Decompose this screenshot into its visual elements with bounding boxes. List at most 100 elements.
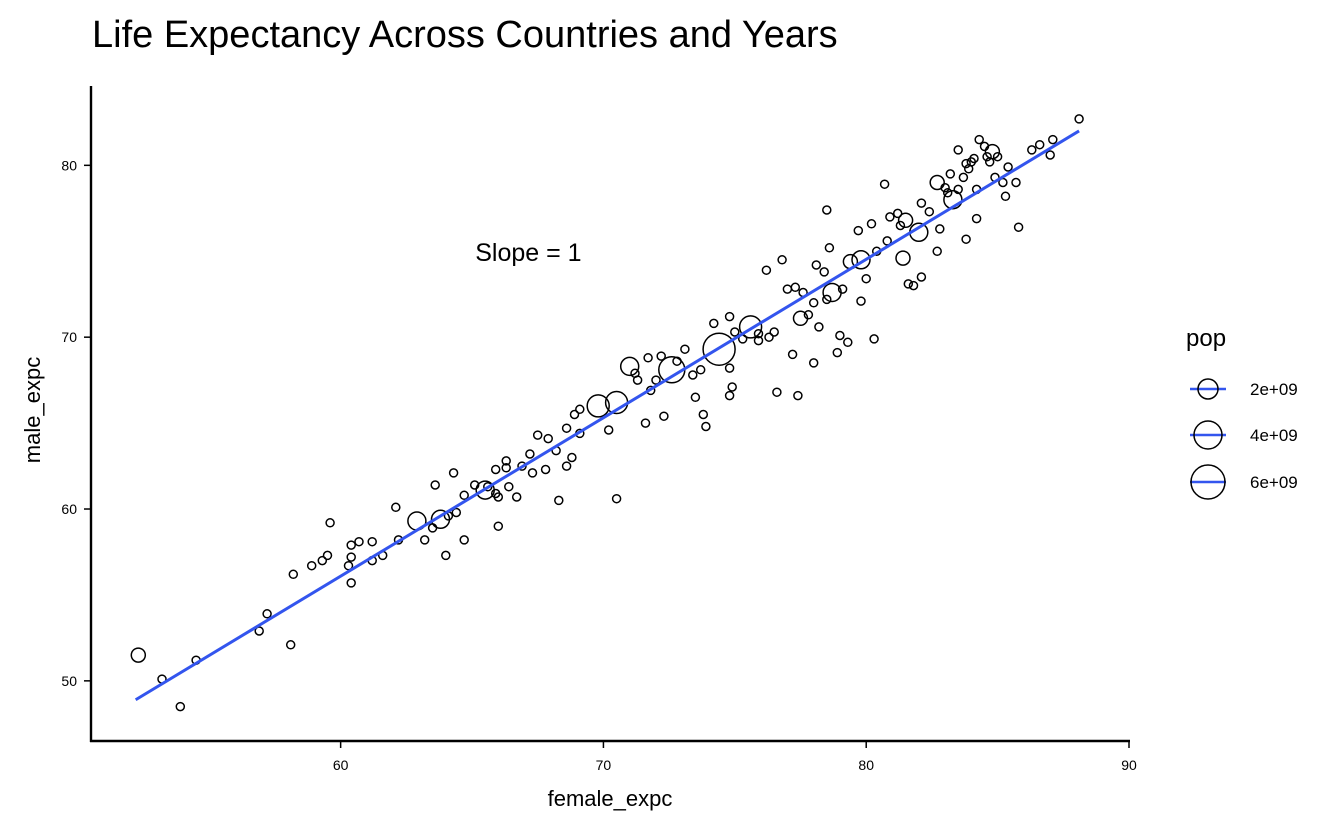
data-point — [1003, 162, 1013, 172]
data-point — [367, 536, 377, 547]
chart-title: Life Expectancy Across Countries and Yea… — [92, 14, 838, 56]
data-point — [793, 390, 803, 401]
data-point — [777, 255, 787, 265]
legend-key-circle — [1197, 378, 1219, 400]
data-point — [511, 492, 522, 502]
data-point — [459, 490, 469, 501]
data-point — [753, 328, 764, 339]
data-point — [940, 182, 950, 193]
data-point — [787, 349, 798, 360]
data-point — [702, 332, 736, 366]
data-point — [306, 560, 317, 571]
y-axis-title: male_expc — [20, 357, 45, 463]
y-ticks: 50 60 70 80 — [61, 157, 91, 689]
x-tick-label: 70 — [596, 757, 612, 773]
data-point — [924, 206, 935, 217]
data-point — [567, 452, 577, 463]
x-tick-label: 80 — [858, 757, 874, 773]
legend-label: 4e+09 — [1250, 426, 1298, 445]
data-point — [974, 134, 984, 145]
data-point — [1034, 139, 1045, 150]
data-point — [730, 327, 740, 337]
data-point — [982, 151, 992, 162]
data-point — [651, 375, 661, 385]
data-point — [969, 153, 979, 164]
data-point — [391, 502, 401, 513]
data-point — [738, 315, 763, 339]
data-point — [672, 356, 682, 366]
data-point — [695, 365, 706, 375]
data-point — [916, 272, 927, 282]
legend-title: pop — [1186, 325, 1226, 352]
data-point — [992, 151, 1003, 162]
data-point — [822, 294, 832, 305]
data-point — [504, 481, 514, 492]
data-point — [851, 250, 871, 270]
data-point — [262, 609, 272, 619]
data-point — [822, 282, 842, 303]
data-point — [916, 198, 927, 208]
data-point — [772, 387, 782, 397]
data-point — [897, 212, 914, 229]
data-point — [1013, 222, 1024, 232]
data-point — [586, 394, 610, 418]
data-point — [1045, 150, 1055, 160]
data-point — [853, 225, 864, 236]
data-point — [448, 468, 459, 478]
data-point — [953, 184, 963, 195]
data-point — [724, 311, 735, 322]
data-point — [808, 298, 819, 308]
data-point — [688, 370, 698, 380]
data-point — [935, 224, 945, 234]
data-point — [611, 493, 622, 504]
data-point — [459, 535, 469, 545]
y-tick-label: 80 — [61, 157, 77, 173]
y-tick-label: 60 — [61, 501, 77, 517]
data-point — [1000, 191, 1011, 202]
data-point — [790, 282, 801, 293]
slope-annotation: Slope = 1 — [475, 239, 581, 267]
data-point — [984, 143, 1001, 160]
data-point — [832, 347, 843, 358]
y-tick-label: 50 — [61, 673, 77, 689]
data-point — [532, 430, 543, 440]
data-point — [285, 640, 296, 650]
x-axis-title: female_expc — [548, 786, 673, 811]
data-point — [837, 284, 848, 294]
data-point — [430, 480, 440, 490]
data-point — [525, 449, 535, 459]
data-point — [130, 647, 147, 663]
data-point — [346, 552, 356, 562]
data-point — [325, 518, 335, 528]
data-point — [554, 495, 564, 506]
data-point — [656, 351, 666, 361]
data-point — [724, 363, 735, 373]
legend-key-circle — [1193, 420, 1223, 450]
data-point — [643, 353, 653, 363]
data-point — [640, 418, 651, 428]
data-point — [1011, 177, 1021, 188]
data-point — [885, 212, 895, 222]
data-point — [814, 322, 824, 332]
data-point — [632, 375, 643, 385]
data-point — [903, 279, 914, 289]
data-point — [764, 332, 774, 342]
data-point — [346, 578, 356, 588]
data-point — [288, 569, 299, 580]
data-point — [527, 468, 538, 478]
data-point — [427, 523, 438, 533]
data-point — [724, 390, 735, 401]
data-point — [929, 174, 945, 191]
data-point — [879, 179, 890, 189]
legend-label: 2e+09 — [1250, 380, 1298, 399]
data-point — [317, 555, 328, 566]
data-point — [603, 425, 614, 435]
data-point — [493, 521, 504, 531]
legend-entries: 2e+09 4e+09 6e+09 — [1190, 378, 1298, 500]
data-point — [451, 507, 462, 518]
data-point — [869, 334, 879, 344]
data-point — [942, 188, 953, 198]
data-point — [490, 464, 501, 475]
data-point — [782, 284, 793, 294]
